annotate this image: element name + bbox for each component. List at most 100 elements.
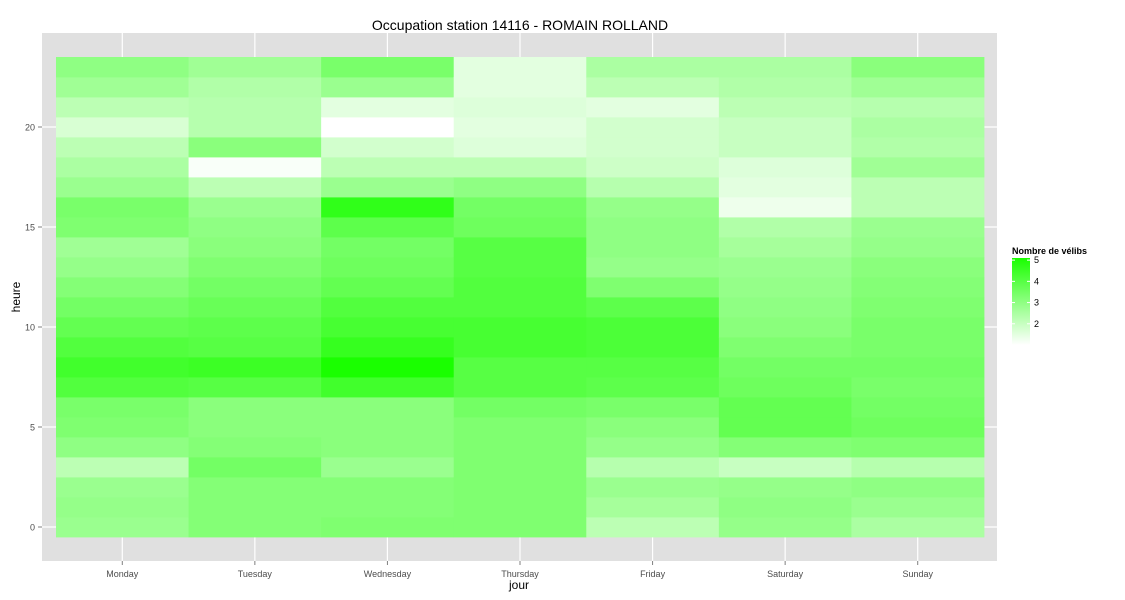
heatmap-tile xyxy=(851,197,985,218)
heatmap-tile xyxy=(188,517,322,538)
heatmap-tile xyxy=(453,437,587,458)
heatmap-tile xyxy=(851,397,985,418)
heatmap-tile xyxy=(453,117,587,138)
heatmap-tile xyxy=(586,97,720,118)
heatmap-tile xyxy=(321,477,455,498)
y-axis-ticks: 0 5 10 15 20 xyxy=(25,123,42,533)
heatmap-tile xyxy=(718,317,852,338)
heatmap-tile xyxy=(56,77,189,98)
heatmap-tile xyxy=(718,237,852,258)
heatmap-tile xyxy=(321,57,455,78)
heatmap-tile xyxy=(586,297,720,318)
heatmap-tile xyxy=(56,417,189,438)
y-tick-label: 10 xyxy=(25,323,35,333)
heatmap-tile xyxy=(321,117,455,138)
heatmap-tile xyxy=(453,317,587,338)
heatmap-tile xyxy=(718,77,852,98)
heatmap-tile xyxy=(56,277,189,298)
heatmap-tile xyxy=(586,417,720,438)
heatmap-tile xyxy=(718,297,852,318)
heatmap-tile xyxy=(718,157,852,178)
x-axis-ticks: Monday Tuesday Wednesday Thursday Friday Satu… xyxy=(106,561,933,579)
heatmap-tile xyxy=(718,517,852,538)
heatmap-tile xyxy=(453,77,587,98)
heatmap-tile xyxy=(453,337,587,358)
heatmap-tile xyxy=(56,377,189,398)
heatmap-tile xyxy=(851,437,985,458)
heatmap-tile xyxy=(321,417,455,438)
heatmap-tile xyxy=(56,197,189,218)
heatmap-tile xyxy=(188,257,322,278)
heatmap-tile xyxy=(718,417,852,438)
heatmap-tile xyxy=(586,377,720,398)
heatmap-tile xyxy=(188,437,322,458)
x-tick-label: Friday xyxy=(640,569,666,579)
heatmap-tile xyxy=(718,197,852,218)
heatmap-tile xyxy=(851,157,985,178)
heatmap-tile xyxy=(188,177,322,198)
heatmap-tile xyxy=(851,297,985,318)
heatmap-tile xyxy=(586,477,720,498)
legend-tick-label: 3 xyxy=(1034,298,1039,308)
heatmap-tile xyxy=(188,117,322,138)
heatmap-tile xyxy=(586,497,720,518)
chart-title: Occupation station 14116 - ROMAIN ROLLAN… xyxy=(372,17,668,33)
heatmap-tile xyxy=(188,157,322,178)
heatmap-tile xyxy=(56,117,189,138)
x-tick-label: Thursday xyxy=(501,569,539,579)
heatmap-tile xyxy=(453,257,587,278)
heatmap-tiles xyxy=(56,57,985,538)
heatmap-tile xyxy=(851,177,985,198)
heatmap-tile xyxy=(188,417,322,438)
heatmap-tile xyxy=(56,257,189,278)
heatmap-tile xyxy=(586,277,720,298)
heatmap-tile xyxy=(453,57,587,78)
heatmap-tile xyxy=(321,457,455,478)
heatmap-tile xyxy=(851,77,985,98)
heatmap-tile xyxy=(56,477,189,498)
heatmap-tile xyxy=(56,337,189,358)
heatmap-tile xyxy=(321,237,455,258)
heatmap-tile xyxy=(188,397,322,418)
heatmap-tile xyxy=(321,177,455,198)
heatmap-tile xyxy=(718,97,852,118)
x-tick-label: Wednesday xyxy=(364,569,412,579)
heatmap-tile xyxy=(321,257,455,278)
heatmap-tile xyxy=(586,57,720,78)
heatmap-tile xyxy=(718,377,852,398)
heatmap-tile xyxy=(851,377,985,398)
heatmap-tile xyxy=(56,397,189,418)
heatmap-tile xyxy=(321,277,455,298)
heatmap-tile xyxy=(453,517,587,538)
heatmap-tile xyxy=(453,457,587,478)
heatmap-tile xyxy=(718,277,852,298)
heatmap-tile xyxy=(453,237,587,258)
heatmap-tile xyxy=(453,137,587,158)
heatmap-tile xyxy=(188,497,322,518)
heatmap-tile xyxy=(851,217,985,238)
heatmap-tile xyxy=(321,97,455,118)
heatmap-tile xyxy=(851,457,985,478)
heatmap-tile xyxy=(56,497,189,518)
heatmap-tile xyxy=(321,297,455,318)
heatmap-tile xyxy=(188,77,322,98)
heatmap-tile xyxy=(453,217,587,238)
heatmap-tile xyxy=(188,357,322,378)
heatmap-tile xyxy=(586,257,720,278)
x-tick-label: Monday xyxy=(106,569,139,579)
heatmap-tile xyxy=(321,377,455,398)
heatmap-tile xyxy=(718,357,852,378)
heatmap-tile xyxy=(188,317,322,338)
heatmap-tile xyxy=(56,157,189,178)
heatmap-tile xyxy=(453,157,587,178)
heatmap-tile xyxy=(321,497,455,518)
heatmap-tile xyxy=(453,177,587,198)
heatmap-tile xyxy=(586,137,720,158)
heatmap-tile xyxy=(586,217,720,238)
heatmap-tile xyxy=(321,397,455,418)
heatmap-tile xyxy=(851,497,985,518)
heatmap-tile xyxy=(56,237,189,258)
x-tick-label: Tuesday xyxy=(238,569,273,579)
heatmap-tile xyxy=(56,217,189,238)
heatmap-tile xyxy=(453,377,587,398)
